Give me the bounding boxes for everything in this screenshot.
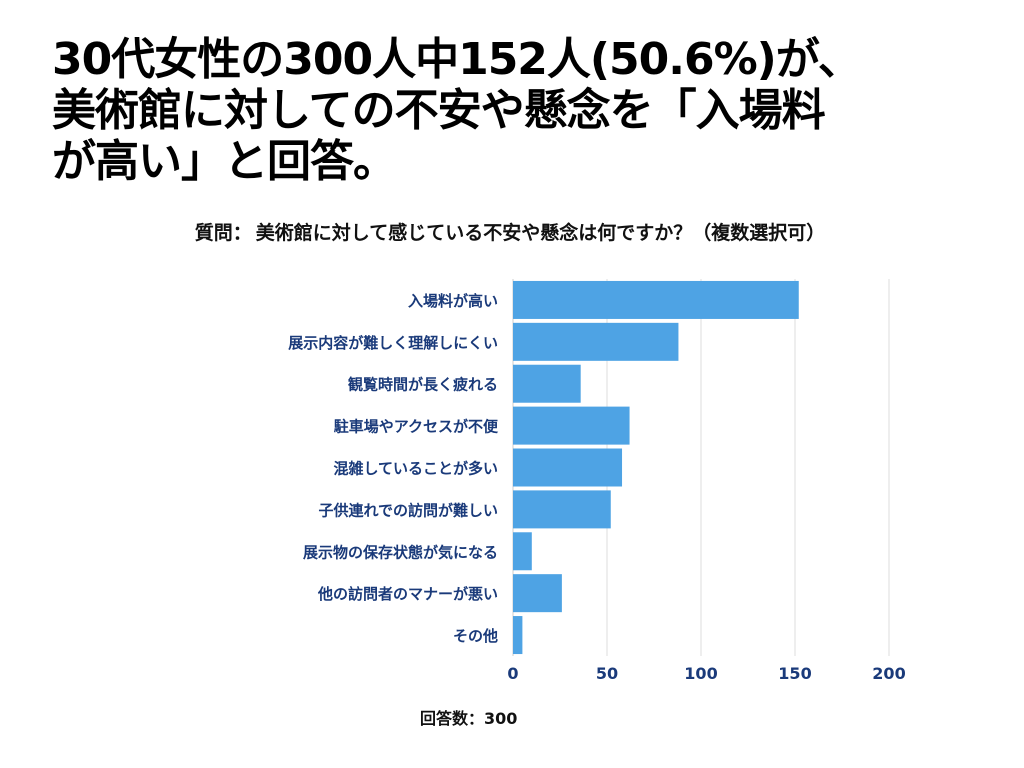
category-label: 他の訪問者のマナーが悪い xyxy=(317,585,498,603)
x-tick-label: 150 xyxy=(778,664,811,683)
category-label: 子供連れでの訪問が難しい xyxy=(318,501,498,519)
question-text: 美術館に対して感じている不安や懸念は何ですか？（複数選択可） xyxy=(255,222,826,244)
bar xyxy=(513,364,581,403)
x-tick-label: 50 xyxy=(596,664,618,683)
bar xyxy=(513,448,623,487)
category-label: 展示内容が難しく理解しにくい xyxy=(288,334,498,352)
category-label: 展示物の保存状態が気になる xyxy=(303,543,498,561)
headline: 30代女性の300人中152人(50.6%)が、 美術館に対しての不安や懸念を「… xyxy=(52,34,1002,187)
question: 質問： 美術館に対して感じている不安や懸念は何ですか？（複数選択可） xyxy=(0,218,1024,245)
bar xyxy=(513,280,799,319)
respondent-count: 回答数：300 xyxy=(420,709,518,728)
bar xyxy=(513,322,679,361)
x-tick-label: 0 xyxy=(507,664,518,683)
bar xyxy=(513,532,532,571)
category-label: その他 xyxy=(453,627,498,645)
headline-line-1: 30代女性の300人中152人(50.6%)が、 xyxy=(52,34,862,85)
chart-category-labels: 入場料が高い展示内容が難しく理解しにくい観覧時間が長く疲れる駐車場やアクセスが不… xyxy=(288,292,499,645)
category-label: 駐車場やアクセスが不便 xyxy=(334,418,499,436)
bar xyxy=(513,616,523,655)
category-label: 観覧時間が長く疲れる xyxy=(348,376,498,394)
x-tick-label: 200 xyxy=(872,664,905,683)
bar xyxy=(513,406,630,445)
chart-x-axis-ticks: 0 50 100 150 200 xyxy=(507,664,905,683)
bar xyxy=(513,574,562,613)
headline-line-3: が高い」と回答。 xyxy=(52,136,397,187)
headline-line-2: 美術館に対しての不安や懸念を「入場料 xyxy=(52,85,826,136)
category-label: 入場料が高い xyxy=(408,292,498,310)
question-label: 質問： xyxy=(194,222,252,244)
chart-bars xyxy=(513,280,799,655)
x-tick-label: 100 xyxy=(684,664,717,683)
category-label: 混雑していることが多い xyxy=(333,460,498,478)
bar-chart: 入場料が高い展示内容が難しく理解しにくい観覧時間が長く疲れる駐車場やアクセスが不… xyxy=(288,279,906,683)
bar xyxy=(513,490,611,529)
